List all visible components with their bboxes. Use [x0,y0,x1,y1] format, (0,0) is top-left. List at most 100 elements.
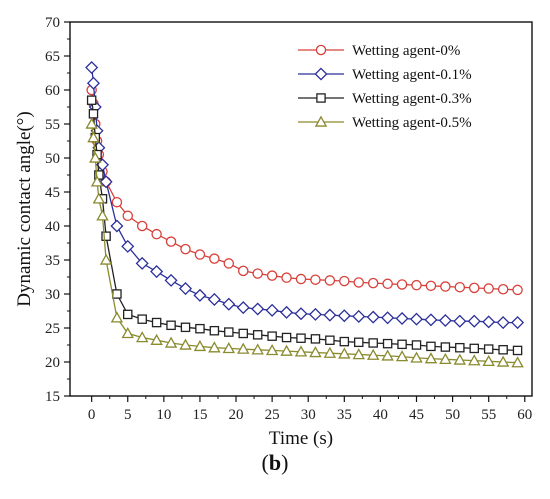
panel-label-letter: b [268,450,282,475]
data-point [468,282,480,294]
data-point [512,284,523,296]
data-point [308,307,322,321]
data-point [150,333,163,345]
data-point [195,323,205,334]
data-point [150,265,164,279]
x-tick-label: 40 [373,407,388,423]
data-point [294,345,308,357]
data-point [251,343,264,355]
data-point [352,309,366,323]
data-point [496,355,510,367]
legend-marker [315,44,327,56]
data-point [339,275,350,287]
x-tick-label: 0 [88,407,96,423]
data-point [294,307,308,321]
data-point [222,341,236,354]
data-point [121,327,134,339]
data-point [223,258,235,269]
data-point [352,348,365,360]
y-tick-label: 25 [45,321,60,337]
data-point [121,239,135,253]
data-point [265,303,279,317]
data-point [396,279,408,290]
data-point [112,289,122,299]
series-3 [86,95,523,356]
x-tick-label: 45 [409,407,424,423]
data-point [453,314,467,328]
data-point [87,131,100,143]
data-point [123,309,133,320]
data-point [438,314,452,328]
legend-marker [314,115,328,127]
data-point [338,347,351,359]
data-point [111,196,123,208]
data-point [236,301,250,315]
y-tick-label: 20 [45,355,60,371]
legend-entry: Wetting agent-0% [298,43,460,59]
data-point [92,192,106,204]
data-point [252,268,263,279]
x-tick-label: 35 [337,407,352,423]
data-point [207,292,221,306]
data-point [135,256,149,270]
data-point [266,270,278,281]
data-point [265,344,279,356]
legend-entry: Wetting agent-0.1% [298,67,472,83]
data-point [353,277,364,288]
legend-label: Wetting agent-0% [352,43,460,59]
data-point [252,330,263,340]
x-tick-label: 25 [265,407,280,423]
data-point [482,354,495,367]
x-tick-label: 15 [192,407,207,423]
data-point [165,236,177,247]
data-point [511,316,525,330]
x-tick-label: 10 [156,407,171,423]
data-point [280,344,293,356]
data-point [395,311,409,325]
x-axis: 0 5 10 15 20 25 30 35 40 45 50 55 60 [88,396,532,423]
series-4 [85,117,524,368]
data-point [453,353,467,365]
data-point [483,283,494,294]
data-point [425,280,437,292]
data-point [295,273,307,285]
data-point [498,345,508,355]
legend-label: Wetting agent-0.1% [352,67,472,83]
data-point [85,61,99,75]
data-point [440,281,451,292]
data-point [280,305,294,319]
data-point [222,297,236,311]
data-point [440,342,451,352]
data-point [237,342,250,354]
data-point [180,243,191,255]
data-point [89,151,102,163]
data-point [179,338,192,350]
data-point [382,278,393,290]
data-point [99,175,113,189]
data-point [151,317,162,328]
legend-label: Wetting agent-0.3% [352,91,472,107]
data-point [224,327,234,337]
data-point [424,313,438,327]
data-point [424,352,438,364]
legend-marker [316,93,326,103]
data-point [381,349,394,361]
y-tick-label: 55 [45,117,60,133]
data-point [296,333,306,343]
data-point [281,272,292,283]
data-point [454,281,466,293]
data-point [323,308,337,322]
data-point [411,340,422,350]
data-point [164,273,178,287]
x-tick-label: 55 [481,407,496,423]
data-point [324,275,336,286]
data-point [411,279,422,291]
x-tick-label: 50 [445,407,460,423]
y-tick-label: 15 [45,389,60,405]
data-point [193,339,207,352]
data-point [468,354,481,366]
x-tick-label: 60 [517,407,532,423]
data-point [511,356,524,368]
legend-entry: Wetting agent-0.5% [298,115,472,131]
